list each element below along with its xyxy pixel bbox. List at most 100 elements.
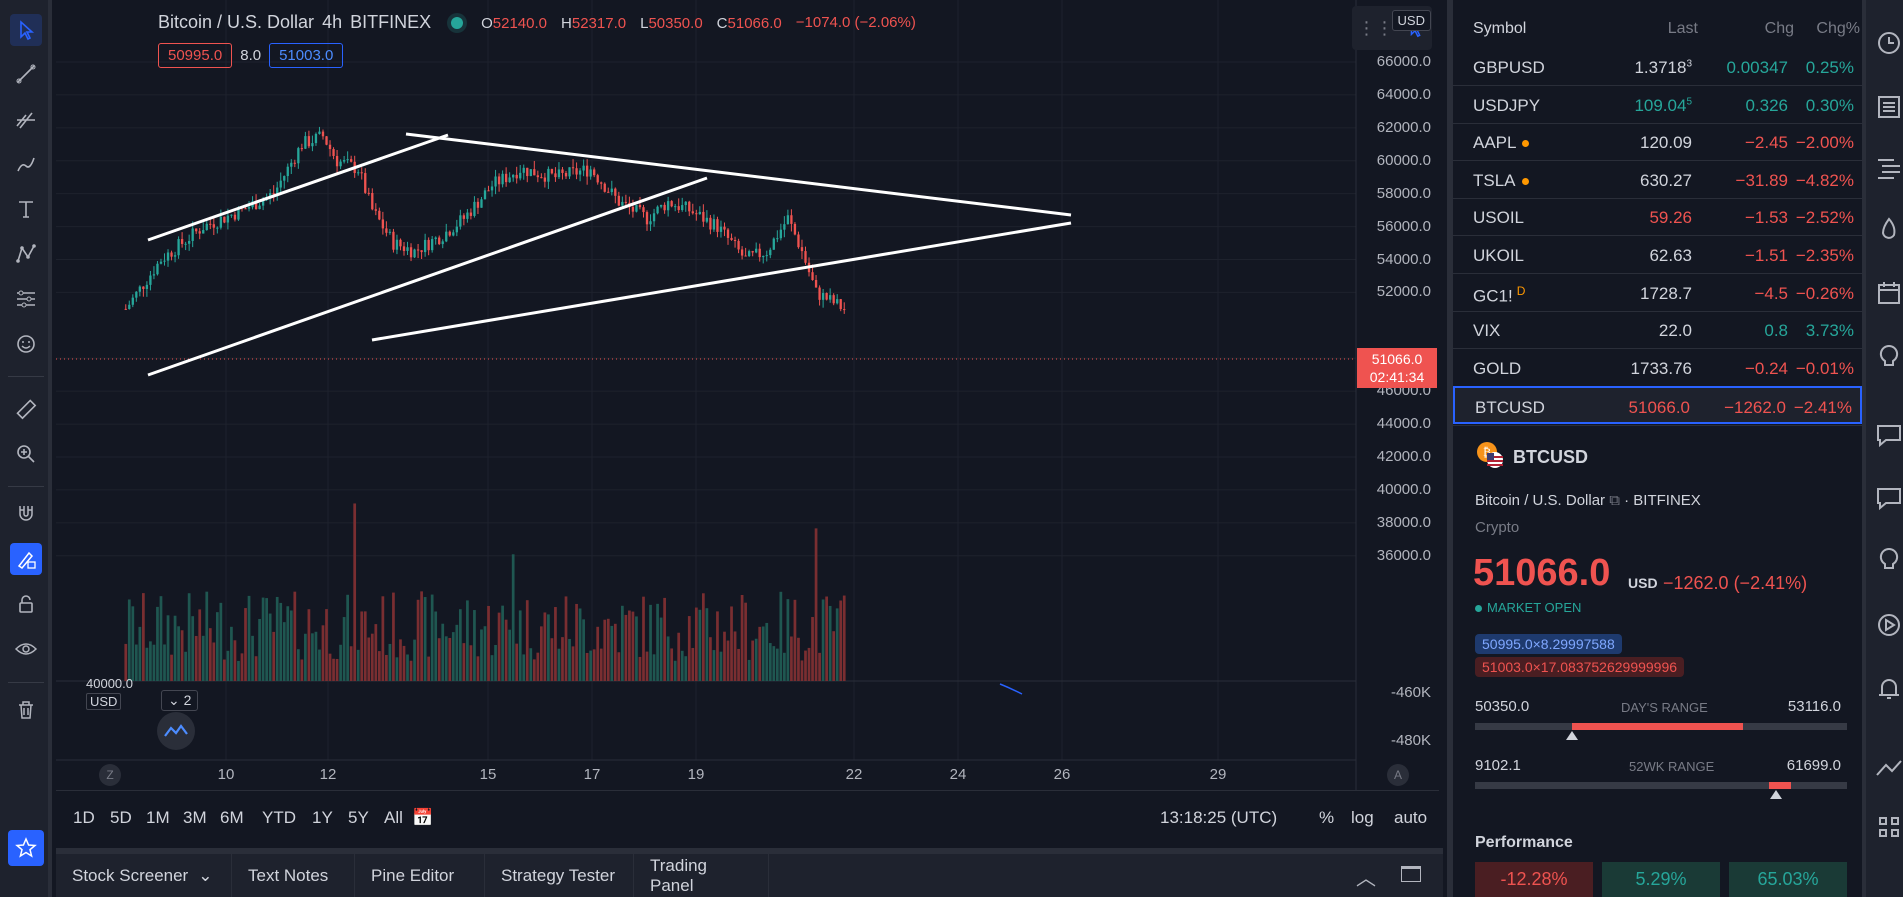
indicator-icon[interactable] xyxy=(157,712,195,750)
data-window-icon[interactable] xyxy=(1874,753,1903,783)
hotlist-icon[interactable] xyxy=(1874,215,1903,245)
maximize-icon[interactable] xyxy=(1401,866,1421,882)
currency-badge[interactable]: USD xyxy=(1391,10,1431,31)
range-button[interactable]: 5D xyxy=(110,808,132,827)
candle xyxy=(730,237,733,241)
chevron-up-icon[interactable]: ︿ xyxy=(1356,868,1376,890)
watchlist-row[interactable]: TSLA 630.27 −31.89 −4.82% xyxy=(1453,161,1862,199)
watchlist-row[interactable]: GC1! D 1728.7 −4.5 −0.26% xyxy=(1453,274,1862,312)
eye-icon[interactable] xyxy=(10,633,42,665)
forecast-icon[interactable] xyxy=(10,283,42,315)
watchlist-row[interactable]: AAPL 120.09 −2.45 −2.00% xyxy=(1453,123,1862,162)
performance-box[interactable]: -12.28% xyxy=(1475,862,1593,897)
auto-toggle[interactable]: auto xyxy=(1394,808,1428,827)
volume-bar xyxy=(536,652,540,681)
tab-pine-editor[interactable]: Pine Editor xyxy=(355,854,485,897)
tab-trading-panel[interactable]: Trading Panel xyxy=(634,854,769,897)
depth-icon[interactable] xyxy=(1874,812,1903,842)
text-icon[interactable] xyxy=(10,193,42,225)
col-last[interactable]: Last xyxy=(1667,20,1698,37)
chart-canvas[interactable] xyxy=(56,0,1439,790)
volume-bar xyxy=(596,626,600,681)
sell-button[interactable]: 50995.0 xyxy=(158,43,233,68)
range-button[interactable]: 1D xyxy=(73,808,95,827)
axis-corner-left[interactable]: Z xyxy=(99,764,121,786)
watchlist-row[interactable]: GOLD 1733.76 −0.24 −0.01% xyxy=(1453,349,1862,387)
range-button[interactable]: All xyxy=(384,808,403,827)
tab-strategy-tester[interactable]: Strategy Tester xyxy=(485,854,634,897)
range-button[interactable]: 1Y xyxy=(312,808,333,827)
range-button[interactable]: YTD xyxy=(262,808,296,827)
range-button[interactable]: 5Y xyxy=(348,808,369,827)
candle xyxy=(191,228,194,241)
idea-icon[interactable] xyxy=(1874,545,1903,575)
emoji-icon[interactable] xyxy=(10,328,42,360)
watchlist-row[interactable]: UKOIL 62.63 −1.51 −2.35% xyxy=(1453,236,1862,274)
chat2-icon[interactable] xyxy=(1874,483,1903,513)
zoom-icon[interactable] xyxy=(10,438,42,470)
trend-line-icon[interactable] xyxy=(10,58,42,90)
watchlist-row[interactable]: GBPUSD 1.37183 0.00347 0.25% xyxy=(1453,48,1862,86)
tab-stock-screener[interactable]: Stock Screener ⌄ xyxy=(56,854,232,897)
chevron-down-icon[interactable]: ⌄ xyxy=(198,865,213,885)
watchlist-chg: −1.51 xyxy=(1744,246,1788,265)
performance-box[interactable]: 65.03% xyxy=(1729,862,1847,897)
candle xyxy=(212,224,215,228)
watchlist-icon[interactable] xyxy=(1874,92,1903,122)
watchlist-row[interactable]: USOIL 59.26 −1.53 −2.52% xyxy=(1453,198,1862,237)
candle xyxy=(585,165,589,177)
cursor-icon[interactable] xyxy=(10,14,42,46)
axis-corner-right[interactable]: A xyxy=(1387,764,1409,786)
alert-icon[interactable] xyxy=(1874,673,1903,703)
watchlist-row[interactable]: USDJPY 109.045 0.326 0.30% xyxy=(1453,86,1862,124)
stream-icon[interactable] xyxy=(1874,610,1903,640)
clock-icon[interactable] xyxy=(1874,28,1903,58)
calendar-icon[interactable] xyxy=(1874,278,1903,308)
collapse-panes-button[interactable]: ⌄ 2 xyxy=(161,690,199,711)
candle xyxy=(297,148,300,164)
legend-interval[interactable]: 4h xyxy=(322,12,343,32)
drag-handle-icon[interactable]: ⋮⋮ xyxy=(1357,17,1394,38)
candle xyxy=(431,239,434,251)
candle xyxy=(508,177,511,183)
brush-icon[interactable] xyxy=(10,148,42,180)
pattern-icon[interactable] xyxy=(10,238,42,270)
performance-box[interactable]: 5.29% xyxy=(1602,862,1720,897)
volume-bar xyxy=(761,626,765,681)
utc-clock[interactable]: 13:18:25 (UTC) xyxy=(1160,808,1278,827)
volume-bar xyxy=(392,592,395,681)
star-icon[interactable] xyxy=(8,830,44,866)
volume-bar xyxy=(335,658,339,681)
date-range-icon[interactable]: 📅 xyxy=(412,808,434,827)
chart-area[interactable]: Bitcoin / U.S. Dollar 4h BITFINEX O52140… xyxy=(56,0,1439,790)
log-toggle[interactable]: log xyxy=(1351,808,1374,827)
range-button[interactable]: 1M xyxy=(146,808,170,827)
volume-bar xyxy=(804,650,807,681)
lock-icon[interactable] xyxy=(10,588,42,620)
watchlist-row[interactable]: BTCUSD 51066.0 −1262.0 −2.41% xyxy=(1453,386,1862,425)
watchlist-chg-pct: −0.01% xyxy=(1795,358,1854,378)
buy-button[interactable]: 51003.0 xyxy=(269,43,344,68)
ideas-icon[interactable] xyxy=(1874,342,1903,372)
percent-toggle[interactable]: % xyxy=(1319,808,1335,827)
details-symbol[interactable]: BTCUSD xyxy=(1513,447,1588,467)
magnet-icon[interactable] xyxy=(10,498,42,530)
fib-icon[interactable] xyxy=(10,103,42,135)
col-chg-pct[interactable]: Chg% xyxy=(1816,20,1860,37)
range-button[interactable]: 6M xyxy=(220,808,244,827)
lock-drawing-icon[interactable] xyxy=(10,543,42,575)
trash-icon[interactable] xyxy=(10,694,42,726)
watchlist-last: 1733.76 xyxy=(1630,358,1692,378)
range-button[interactable]: 3M xyxy=(183,808,207,827)
chat-icon[interactable] xyxy=(1874,420,1903,450)
watchlist-row[interactable]: VIX 22.0 0.8 3.73% xyxy=(1453,311,1862,350)
external-link-icon[interactable]: ⧉ xyxy=(1609,492,1620,509)
details-icon[interactable] xyxy=(1874,152,1903,182)
col-chg[interactable]: Chg xyxy=(1764,20,1794,37)
ruler-icon[interactable] xyxy=(10,393,42,425)
candle xyxy=(219,216,223,228)
col-symbol[interactable]: Symbol xyxy=(1473,20,1527,37)
watchlist-chg: 0.00347 xyxy=(1726,58,1788,77)
details-change: −1262.0 (−2.41%) xyxy=(1663,573,1808,593)
tab-text-notes[interactable]: Text Notes xyxy=(232,854,355,897)
